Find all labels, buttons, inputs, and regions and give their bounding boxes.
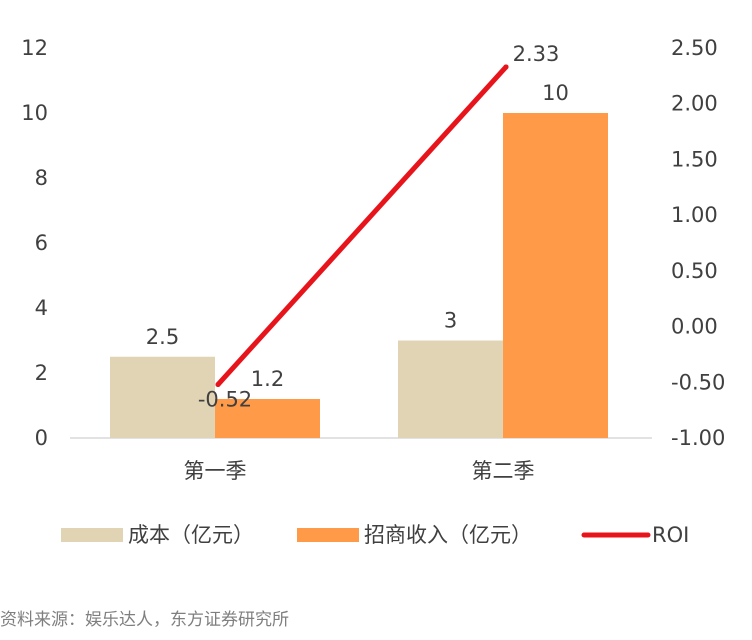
right-tick-label: 0.50 (671, 259, 718, 283)
left-axis-ticks: 0 2 4 6 8 10 12 (21, 36, 48, 450)
right-tick-label: 0.00 (671, 315, 718, 339)
roi-line (215, 64, 509, 388)
roi-point (503, 64, 509, 70)
left-tick-label: 12 (21, 36, 48, 60)
left-tick-label: 6 (35, 231, 48, 255)
right-tick-label: 1.50 (671, 147, 718, 171)
legend-label: ROI (652, 523, 689, 547)
roi-data-label: 2.33 (513, 42, 560, 66)
bar-revenue (215, 399, 320, 438)
left-tick-label: 2 (35, 361, 48, 385)
right-tick-label: -0.50 (671, 370, 725, 394)
bar-revenue (503, 113, 608, 438)
roi-data-label: -0.52 (198, 388, 252, 412)
legend-swatch (61, 528, 123, 542)
left-tick-label: 10 (21, 101, 48, 125)
category-label: 第二季 (472, 459, 535, 483)
roi-line-layer (215, 64, 509, 388)
legend-swatch (297, 528, 359, 542)
source-note: 资料来源：娱乐达人，东方证券研究所 (0, 610, 289, 630)
bar-data-label: 10 (542, 81, 569, 105)
bars (110, 113, 608, 438)
right-tick-label: 2.00 (671, 92, 718, 116)
right-tick-label: 2.50 (671, 36, 718, 60)
data-labels: 2.5 3 1.2 10 -0.52 2.33 (146, 42, 569, 412)
category-labels: 第一季 第二季 (184, 459, 535, 483)
roi-point (215, 382, 221, 388)
bar-data-label: 2.5 (146, 325, 179, 349)
legend-label: 成本（亿元） (128, 523, 254, 547)
bar-cost (110, 356, 215, 438)
bar-cost (398, 340, 503, 438)
left-tick-label: 4 (35, 296, 48, 320)
bar-data-label: 1.2 (251, 367, 284, 391)
category-label: 第一季 (184, 459, 247, 483)
left-tick-label: 0 (35, 426, 48, 450)
right-tick-label: -1.00 (671, 426, 725, 450)
right-axis-ticks: -1.00 -0.50 0.00 0.50 1.00 1.50 2.00 2.50 (671, 36, 725, 450)
legend-label: 招商收入（亿元） (364, 523, 532, 547)
chart: 0 2 4 6 8 10 12 -1.00 -0.50 0.00 0.50 1.00 1.50 2.00… (21, 36, 725, 547)
left-tick-label: 8 (35, 166, 48, 190)
bar-data-label: 3 (444, 309, 457, 333)
legend: 成本（亿元） 招商收入（亿元） ROI (61, 523, 689, 547)
right-tick-label: 1.00 (671, 203, 718, 227)
